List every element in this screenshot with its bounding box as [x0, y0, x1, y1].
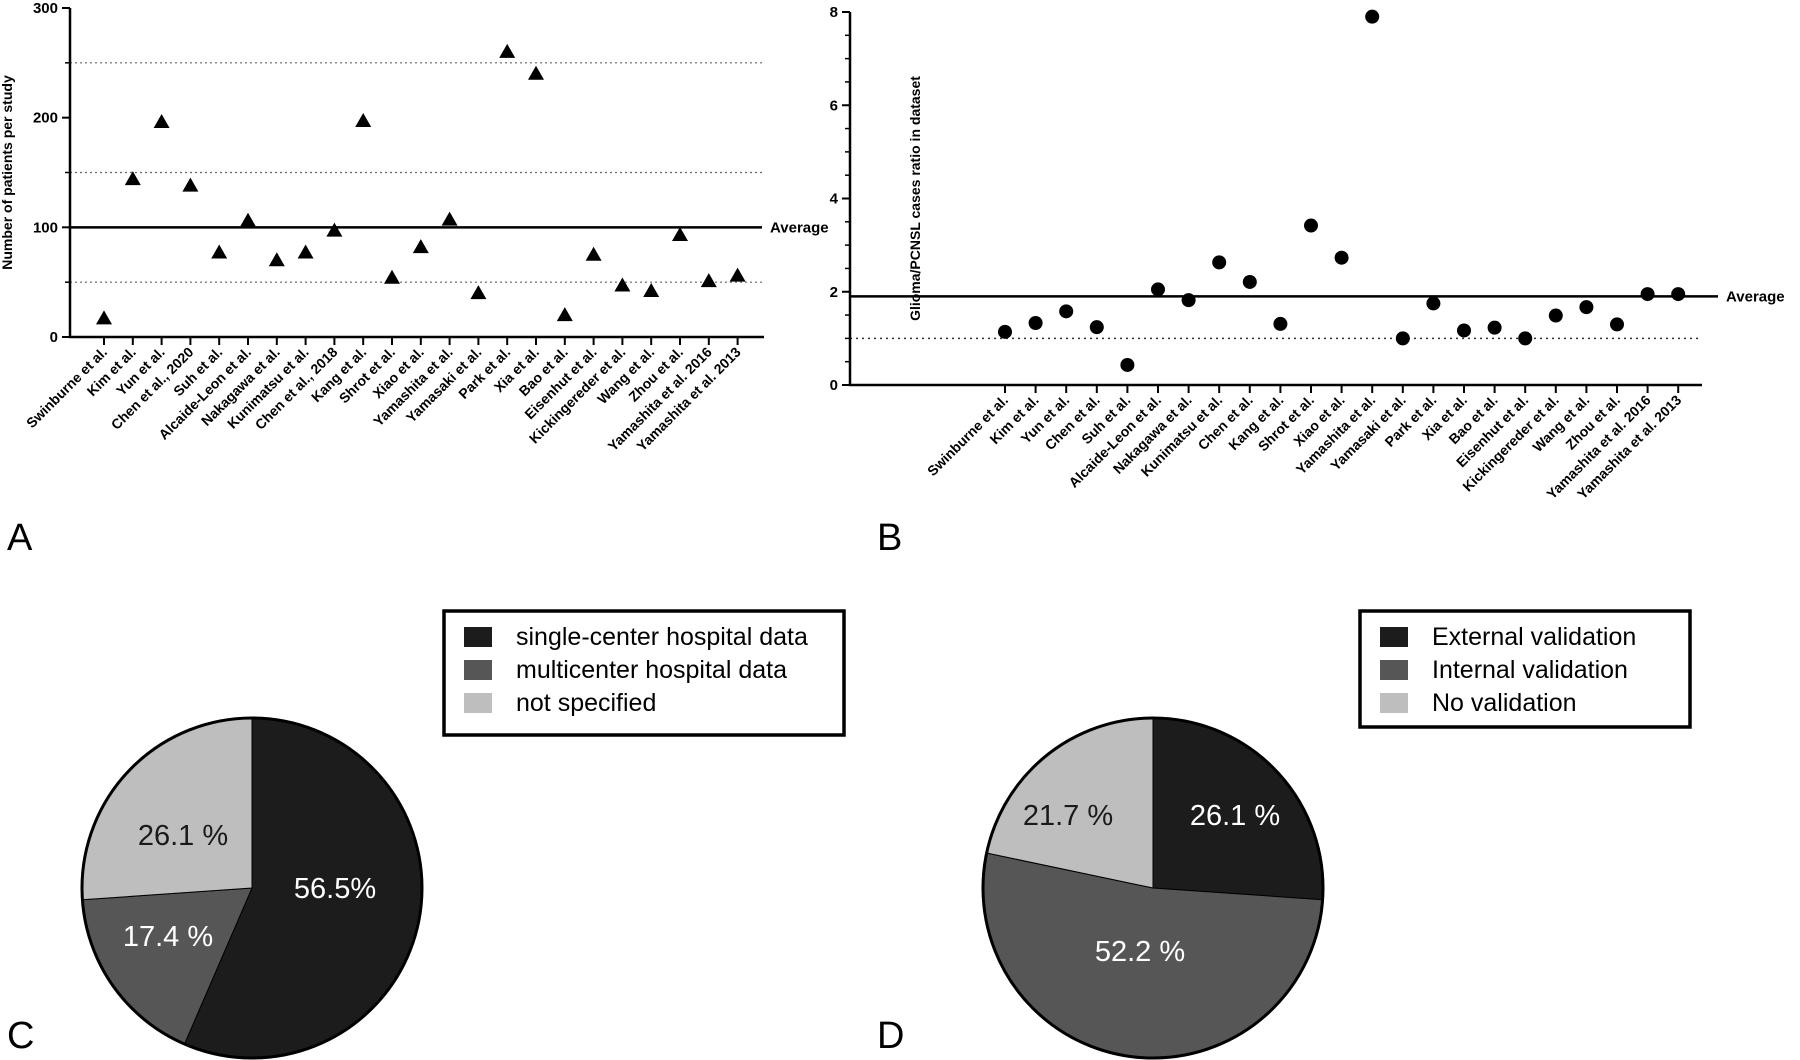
data-point-circle — [1457, 323, 1471, 338]
pie-outline — [80, 716, 424, 1060]
data-point-circle — [1242, 274, 1257, 289]
y-tick-label: 8 — [830, 4, 838, 21]
data-point-circle — [1089, 320, 1104, 335]
data-point-circle — [1365, 9, 1380, 24]
pie-outline — [981, 716, 1325, 1060]
data-point-triangle — [441, 211, 458, 226]
legend-label: multicenter hospital data — [516, 656, 787, 684]
panel-d-pie-chart: 26.1 % 52.2 % 21.7 % External validation Int… — [981, 609, 1692, 1060]
data-point-circle — [1610, 317, 1624, 332]
panel-c-pie-chart: 56.5% 17.4 % 26.1 % single-center hospital … — [80, 609, 846, 1060]
data-point-triangle — [729, 267, 746, 282]
data-point-triangle — [528, 65, 544, 80]
data-point-triangle — [672, 227, 688, 242]
data-point-circle — [1212, 255, 1227, 270]
data-point-circle — [1548, 308, 1563, 323]
legend-label: not specified — [516, 689, 656, 717]
legend-swatch — [464, 693, 492, 713]
average-label: Average — [1726, 288, 1785, 305]
y-tick-label: 200 — [33, 110, 58, 127]
legend-swatch — [1380, 627, 1408, 647]
pie-slice-label: 17.4 % — [123, 921, 213, 953]
data-point-triangle — [211, 244, 228, 259]
legend-box — [1358, 609, 1692, 729]
y-axis-title: Number of patients per study — [0, 75, 15, 270]
legend-label: single-center hospital data — [516, 623, 808, 651]
y-tick-label: 100 — [33, 219, 58, 236]
data-point-circle — [1487, 320, 1502, 335]
data-point-triangle — [326, 222, 343, 237]
data-point-circle — [1395, 331, 1410, 346]
data-point-triangle — [585, 246, 602, 261]
legend-box — [442, 609, 846, 737]
legend-swatch — [1380, 660, 1408, 680]
pie-slice-label: 21.7 % — [1023, 800, 1113, 832]
data-point-triangle — [384, 269, 400, 284]
data-point-triangle — [412, 239, 429, 254]
y-tick-label: 0 — [830, 377, 838, 394]
panel-b-scatter-chart: Average 0 2 4 6 8 Glioma/PCNSL cases ratio in … — [830, 4, 1785, 502]
y-axis-title: Glioma/PCNSL cases ratio in dataset — [907, 76, 923, 321]
legend-swatch — [464, 660, 492, 680]
data-point-triangle — [240, 212, 256, 227]
data-point-triangle — [153, 114, 170, 129]
data-point-triangle — [470, 285, 487, 300]
legend-swatch — [1380, 693, 1408, 713]
data-point-triangle — [700, 273, 717, 288]
legend-label: External validation — [1432, 623, 1636, 651]
data-point-triangle — [268, 252, 285, 267]
panel-letter-b: B — [877, 517, 902, 559]
data-point-circle — [1151, 282, 1165, 297]
panel-letter-a: A — [7, 517, 33, 559]
y-tick-label: 6 — [830, 97, 838, 114]
data-point-circle — [1579, 300, 1594, 315]
data-point-circle — [1671, 287, 1686, 302]
data-point-circle — [1518, 331, 1533, 346]
pie-slice-label: 26.1 % — [1190, 800, 1280, 832]
pie-slice — [81, 717, 253, 901]
data-point-circle — [1640, 287, 1655, 302]
data-point-circle — [1334, 250, 1349, 265]
data-point-triangle — [643, 282, 660, 297]
data-point-triangle — [182, 177, 199, 192]
data-point-triangle — [499, 43, 516, 58]
legend-label: No validation — [1432, 689, 1577, 717]
data-point-circle — [1120, 357, 1135, 372]
data-point-triangle — [297, 244, 314, 259]
data-point-triangle — [96, 310, 112, 325]
legend-swatch — [464, 627, 492, 647]
pie-slice-label: 56.5% — [294, 873, 376, 905]
panel-letter-c: C — [7, 1015, 34, 1057]
data-point-circle — [1304, 218, 1318, 233]
data-point-circle — [1426, 296, 1441, 311]
data-point-circle — [1181, 293, 1196, 308]
panel-letter-d: D — [877, 1015, 904, 1057]
data-point-triangle — [124, 171, 141, 186]
data-point-circle — [998, 324, 1012, 339]
panel-a-scatter-chart: Average 0 100 200 300 Number of patients per … — [0, 0, 829, 454]
data-point-circle — [1028, 315, 1043, 330]
average-label: Average — [770, 219, 829, 236]
data-point-circle — [1273, 316, 1288, 331]
legend-label: Internal validation — [1432, 656, 1628, 684]
pie-slice-label: 26.1 % — [138, 820, 228, 852]
data-point-triangle — [556, 307, 573, 322]
data-point-circle — [1059, 304, 1074, 319]
data-point-triangle — [355, 112, 372, 127]
pie-slice-label: 52.2 % — [1095, 936, 1185, 968]
y-tick-label: 0 — [50, 329, 58, 346]
y-tick-label: 300 — [33, 0, 58, 17]
y-tick-label: 2 — [830, 284, 838, 301]
data-point-triangle — [614, 277, 631, 292]
y-tick-label: 4 — [830, 191, 839, 208]
